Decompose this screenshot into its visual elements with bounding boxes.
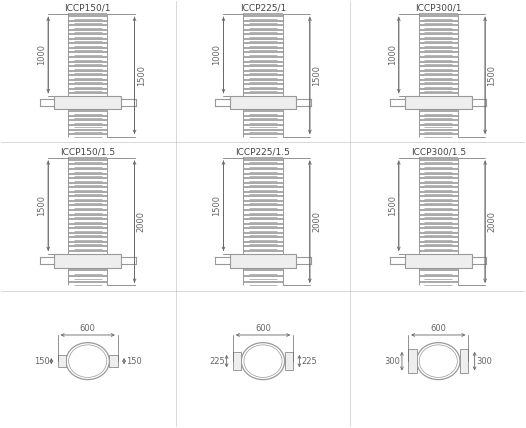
Text: 1500: 1500 <box>213 195 221 216</box>
Bar <box>230 96 296 109</box>
Text: 225: 225 <box>209 357 225 366</box>
Bar <box>285 352 293 370</box>
Bar <box>58 355 66 367</box>
Text: 2000: 2000 <box>137 211 146 232</box>
Bar <box>405 96 472 109</box>
Text: ICCP225/1.5: ICCP225/1.5 <box>236 147 290 156</box>
Text: 1000: 1000 <box>37 45 46 65</box>
Text: 225: 225 <box>301 357 317 366</box>
Text: 1000: 1000 <box>213 45 221 65</box>
Text: 1500: 1500 <box>137 65 146 86</box>
Text: 300: 300 <box>385 357 400 366</box>
Text: 1500: 1500 <box>37 195 46 216</box>
Text: ICCP300/1: ICCP300/1 <box>415 3 461 12</box>
Text: 1500: 1500 <box>487 65 496 86</box>
Text: 2000: 2000 <box>312 211 321 232</box>
Text: 600: 600 <box>430 324 446 333</box>
Text: 600: 600 <box>80 324 96 333</box>
Bar <box>460 349 468 373</box>
Bar <box>109 355 118 367</box>
Text: 1500: 1500 <box>312 65 321 86</box>
Text: ICCP300/1.5: ICCP300/1.5 <box>411 147 466 156</box>
Text: ICCP225/1: ICCP225/1 <box>240 3 286 12</box>
Text: 150: 150 <box>34 357 50 366</box>
Bar <box>408 349 417 373</box>
Text: ICCP150/1: ICCP150/1 <box>65 3 111 12</box>
Text: 2000: 2000 <box>487 211 496 232</box>
Bar <box>233 352 241 370</box>
Bar <box>54 253 121 268</box>
Bar <box>54 96 121 109</box>
Text: 600: 600 <box>255 324 271 333</box>
Bar <box>230 253 296 268</box>
Text: 1000: 1000 <box>388 45 397 65</box>
Text: 150: 150 <box>126 357 141 366</box>
Text: 1500: 1500 <box>388 195 397 216</box>
Bar <box>405 253 472 268</box>
Text: 300: 300 <box>476 357 492 366</box>
Text: ICCP150/1.5: ICCP150/1.5 <box>60 147 115 156</box>
